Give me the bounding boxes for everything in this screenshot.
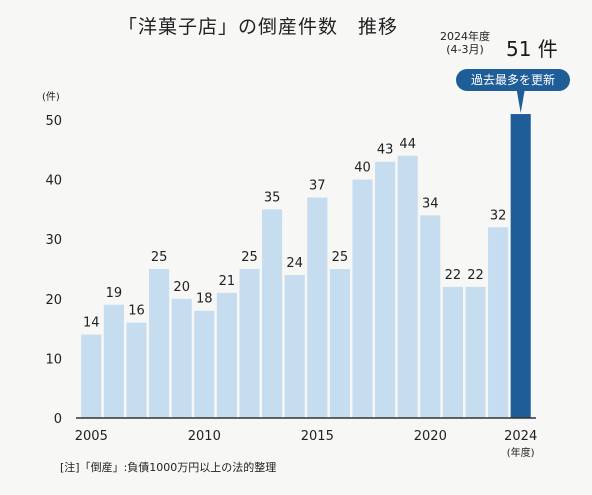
data-label-2013: 35 [264, 190, 281, 205]
badge-pointer [516, 90, 525, 114]
record-badge: 過去最多を更新 [456, 69, 570, 91]
bar-2020 [420, 215, 441, 418]
bar-2015 [307, 197, 328, 418]
y-unit-label: (件) [42, 91, 60, 103]
x-unit-label: (年度) [507, 446, 535, 459]
bar-2005 [81, 334, 102, 418]
bar-2024 [510, 114, 531, 418]
y-tick-label: 50 [45, 114, 62, 129]
data-label-2021: 22 [445, 268, 462, 283]
data-label-2023: 32 [490, 208, 507, 223]
x-tick-label-2010: 2010 [188, 429, 221, 444]
data-label-2008: 25 [151, 250, 168, 265]
data-label-2016: 25 [332, 250, 349, 265]
data-label-2017: 40 [354, 161, 371, 176]
latest-period-months: (4-3月) [446, 43, 484, 56]
data-label-2014: 24 [286, 256, 303, 271]
data-label-2010: 18 [196, 292, 213, 307]
y-axis: (件) 0 10 20 30 40 50 [42, 91, 62, 427]
data-label-2022: 22 [467, 268, 484, 283]
data-label-2007: 16 [128, 304, 145, 319]
bar-2011 [216, 292, 237, 418]
chart-title: 「洋菓子店」の倒産件数 推移 [118, 16, 399, 38]
data-label-2006: 19 [106, 286, 123, 301]
bar-2007 [126, 322, 147, 418]
latest-period-year: 2024年度 [440, 30, 490, 43]
data-label-2005: 14 [83, 316, 100, 331]
bar-2013 [262, 209, 283, 418]
bar-2022 [465, 286, 486, 418]
data-label-2020: 34 [422, 196, 439, 211]
bar-2012 [239, 269, 260, 418]
bar-2014 [284, 274, 305, 418]
bar-2006 [103, 304, 124, 418]
bar-2010 [194, 310, 215, 418]
latest-value: 51 件 [506, 37, 558, 61]
bar-2019 [397, 155, 418, 418]
data-label-2009: 20 [173, 280, 190, 295]
data-label-2018: 43 [377, 143, 394, 158]
bar-2021 [442, 286, 463, 418]
x-tick-label-2005: 2005 [75, 429, 108, 444]
data-label-2011: 21 [219, 274, 236, 289]
latest-period-label: 2024年度 (4-3月) [440, 30, 490, 56]
footnote: [注]「倒産」:負債1000万円以上の法的整理 [60, 461, 277, 474]
bar-2018 [375, 161, 396, 418]
bar-2016 [329, 269, 350, 418]
y-tick-label: 40 [45, 174, 62, 189]
data-label-2012: 25 [241, 250, 258, 265]
bar-2017 [352, 179, 373, 418]
bar-2009 [171, 298, 192, 418]
x-axis: 2005 2010 2015 2020 2024 (年度) [75, 417, 537, 459]
x-tick-label-2015: 2015 [301, 429, 334, 444]
y-tick-label: 0 [54, 412, 62, 427]
bar-2008 [149, 269, 170, 418]
data-labels: 14 19 16 25 20 18 21 25 35 24 37 25 40 43 44 34 22 22 32 [83, 137, 506, 331]
y-tick-label: 10 [45, 352, 62, 367]
bar-2023 [488, 227, 509, 418]
x-tick-label-2024: 2024 [504, 429, 537, 444]
y-tick-label: 20 [45, 293, 62, 308]
x-tick-label-2020: 2020 [414, 429, 447, 444]
bars [81, 114, 531, 418]
data-label-2019: 44 [399, 137, 416, 152]
data-label-2015: 37 [309, 178, 326, 193]
y-tick-label: 30 [45, 233, 62, 248]
